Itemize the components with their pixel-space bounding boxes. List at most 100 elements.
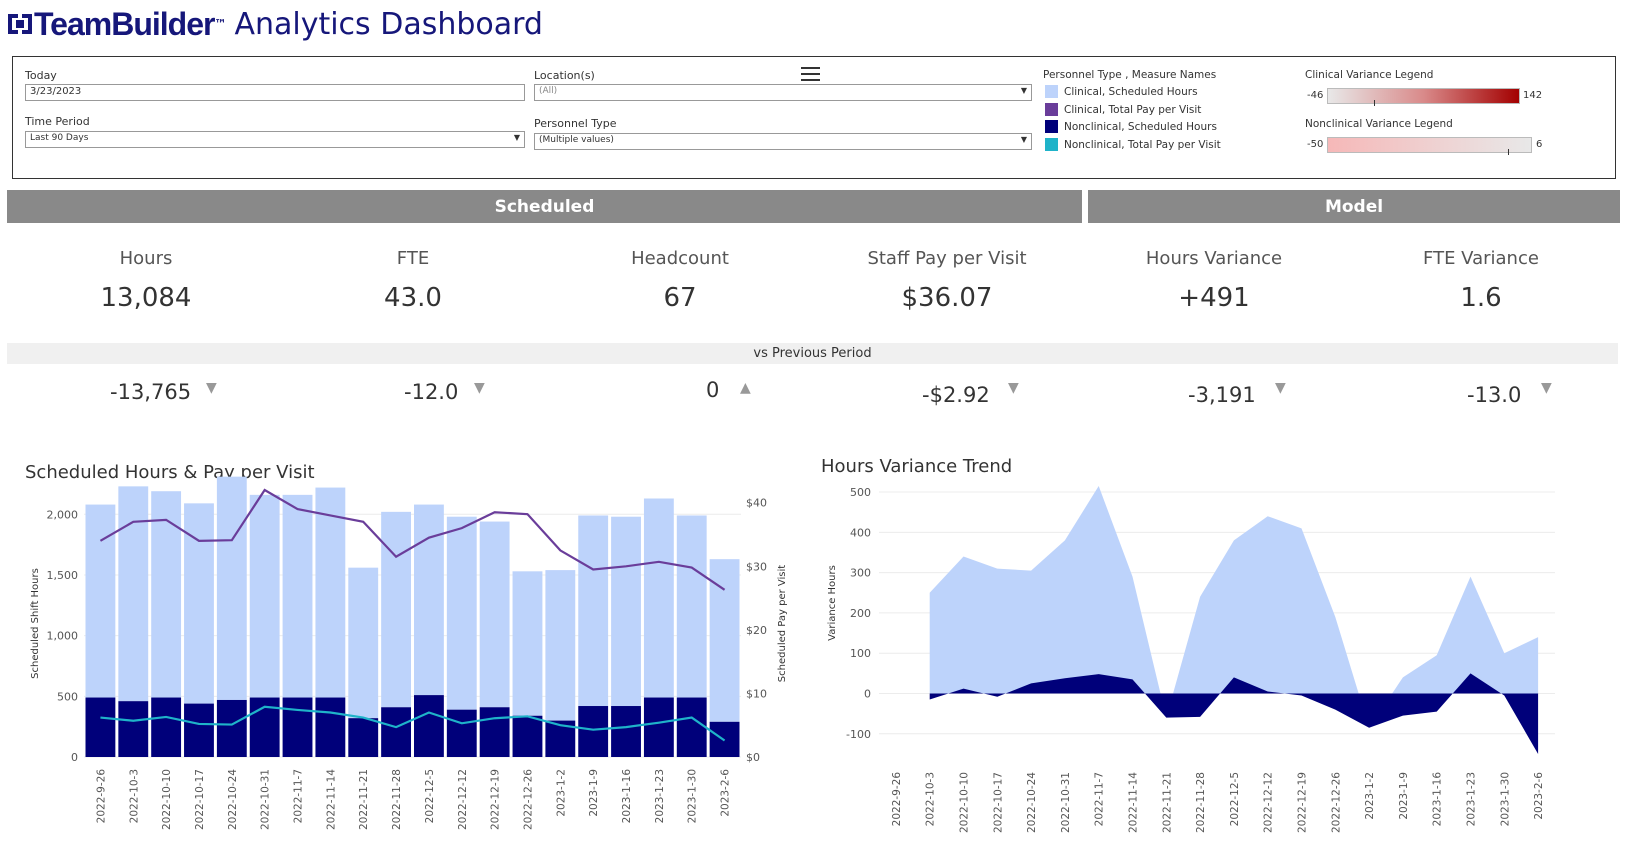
clinical-variance-gradient <box>1327 88 1520 104</box>
bar-nonclinical-hours <box>381 707 411 757</box>
bar-nonclinical-hours <box>151 697 182 757</box>
nonclinical-min: -50 <box>1307 139 1324 150</box>
kpi-label: Headcount <box>631 248 729 269</box>
bar-nonclinical-hours <box>414 695 444 757</box>
today-input[interactable]: 3/23/2023 <box>25 84 525 101</box>
line-clinical-total-pay-per-visit <box>99 488 726 591</box>
scheduled-banner: Scheduled <box>7 190 1082 223</box>
x-tick-label: 2023-1-16 <box>621 769 633 824</box>
bar-nonclinical-hours <box>184 703 214 757</box>
vs-previous-period-bar: vs Previous Period <box>7 343 1618 364</box>
bar-nonclinical-hours <box>676 697 707 757</box>
legend-title: Personnel Type , Measure Names <box>1043 69 1217 81</box>
delta-hours: -13,765 <box>110 380 192 404</box>
nonclinical-variance-gradient <box>1327 137 1532 153</box>
legend-swatch <box>1045 138 1058 151</box>
kpi-headcount: Headcount 67 <box>570 248 790 313</box>
kpi-value: $36.07 <box>901 283 993 313</box>
legend-item-clinical-hours[interactable]: Clinical, Scheduled Hours <box>1045 85 1198 98</box>
chevron-down-icon: ▼ <box>1020 135 1027 144</box>
y-tick-label: 500 <box>57 690 78 703</box>
y-tick-label: 0 <box>864 688 871 701</box>
x-tick-label: 2022-9-26 <box>891 772 903 827</box>
triangle-down-icon: ▼ <box>474 380 485 396</box>
teambuilder-logo-icon <box>8 12 32 36</box>
legend-label: Clinical, Scheduled Hours <box>1064 85 1198 98</box>
kpi-staff-pay: Staff Pay per Visit $36.07 <box>837 248 1057 313</box>
x-tick-label: 2022-11-7 <box>1094 772 1106 826</box>
bar-nonclinical-hours <box>315 697 346 757</box>
x-tick-label: 2022-10-3 <box>128 769 140 823</box>
trademark: ™ <box>214 17 227 31</box>
bar-nonclinical-hours <box>611 706 641 757</box>
kpi-value: 67 <box>663 283 697 313</box>
delta-fte-variance: -13.0 <box>1467 383 1522 407</box>
bar-clinical-hours <box>249 494 280 698</box>
variance-trend-chart[interactable]: -100 0 100 200 300 400 500 Variance Hours 2022-9… <box>800 0 1625 857</box>
y-axis-label: Scheduled Shift Hours <box>30 568 41 679</box>
bar-clinical-hours <box>381 511 411 708</box>
x-tick-label: 2022-10-17 <box>992 772 1004 833</box>
x-tick-label: 2022-11-14 <box>1128 772 1140 833</box>
bar-nonclinical-hours <box>282 697 313 757</box>
bar-clinical-hours <box>479 521 510 708</box>
bar-clinical-hours <box>578 515 609 707</box>
bar-nonclinical-hours <box>643 697 674 757</box>
y-tick-label: 300 <box>850 567 871 580</box>
y2-tick-label: $40 <box>746 497 767 510</box>
bar-clinical-hours <box>709 559 740 722</box>
bar-clinical-hours <box>348 567 379 719</box>
legend-item-nonclinical-hours[interactable]: Nonclinical, Scheduled Hours <box>1045 120 1217 133</box>
bar-clinical-hours <box>282 494 313 698</box>
zero-tick <box>1508 149 1509 155</box>
bar-clinical-hours <box>118 486 149 702</box>
personnel-type-select[interactable]: (Multiple values) ▼ <box>534 133 1032 150</box>
bar-nonclinical-hours <box>85 697 116 757</box>
kpi-label: Hours Variance <box>1145 248 1283 269</box>
legend-swatch <box>1045 103 1058 116</box>
x-tick-label: 2022-12-12 <box>457 769 469 830</box>
bar-clinical-hours <box>85 504 116 698</box>
filter-panel: Today 3/23/2023 Time Period Last 90 Days… <box>12 56 1616 179</box>
page-title: Analytics Dashboard <box>234 6 543 42</box>
x-tick-label: 2023-1-23 <box>654 769 666 823</box>
x-tick-label: 2022-11-14 <box>325 769 337 830</box>
bar-clinical-hours <box>315 487 346 698</box>
nonclinical-variance-legend-title: Nonclinical Variance Legend <box>1305 118 1453 130</box>
x-tick-label: 2022-12-5 <box>424 769 436 823</box>
kpi-label: Hours <box>119 248 173 269</box>
x-tick-label: 2022-11-21 <box>1161 772 1173 833</box>
kpi-hours-variance: Hours Variance +491 <box>1104 248 1324 313</box>
bar-nonclinical-hours <box>446 709 477 757</box>
kpi-value: 43.0 <box>384 283 442 313</box>
x-tick-label: 2022-12-26 <box>1330 772 1342 833</box>
bar-clinical-hours <box>676 515 707 698</box>
clinical-variance-legend-title: Clinical Variance Legend <box>1305 69 1434 81</box>
y2-tick-label: $30 <box>746 560 767 573</box>
time-period-select[interactable]: Last 90 Days ▼ <box>25 131 525 148</box>
x-tick-label: 2022-11-21 <box>358 769 370 830</box>
bar-nonclinical-hours <box>118 701 149 757</box>
x-tick-label: 2022-11-28 <box>1195 772 1207 833</box>
location-select[interactable]: (All) ▼ <box>534 84 1032 101</box>
y2-tick-label: $10 <box>746 687 767 700</box>
bar-nonclinical-hours <box>512 715 543 757</box>
x-tick-label: 2023-1-16 <box>1432 772 1444 827</box>
x-tick-label: 2023-1-2 <box>555 769 567 817</box>
bar-clinical-hours <box>184 503 214 704</box>
x-tick-label: 2022-12-26 <box>522 769 534 830</box>
x-tick-label: 2022-10-24 <box>227 769 239 830</box>
legend-label: Nonclinical, Total Pay per Visit <box>1064 138 1221 151</box>
x-tick-label: 2022-11-28 <box>391 769 403 830</box>
scheduled-hours-chart[interactable]: 0 500 1,000 1,500 2,000 $0 $10 $20 $30 $40 Schedul… <box>0 0 800 857</box>
kpi-fte-variance: FTE Variance 1.6 <box>1371 248 1591 313</box>
y-tick-label: 400 <box>850 526 871 539</box>
bar-clinical-hours <box>611 516 641 707</box>
legend-item-clinical-pay[interactable]: Clinical, Total Pay per Visit <box>1045 103 1201 116</box>
menu-icon[interactable] <box>801 67 820 85</box>
location-label: Location(s) <box>534 69 595 82</box>
x-tick-label: 2022-9-26 <box>95 769 107 824</box>
x-tick-label: 2023-1-9 <box>588 769 600 817</box>
y-tick-label: 2,000 <box>47 508 79 521</box>
legend-item-nonclinical-pay[interactable]: Nonclinical, Total Pay per Visit <box>1045 138 1221 151</box>
